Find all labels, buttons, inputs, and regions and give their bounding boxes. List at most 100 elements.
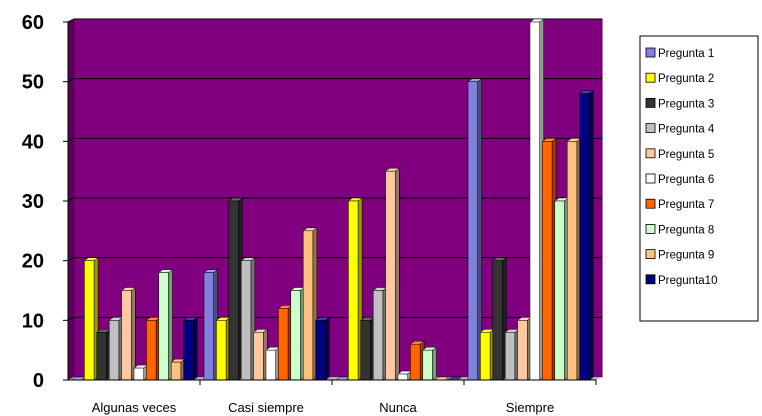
bar-front [529, 21, 540, 381]
bar-front [554, 200, 565, 381]
legend-label: Pregunta 8 [658, 224, 714, 236]
bar-front [96, 332, 107, 381]
bar [265, 346, 281, 381]
y-tick-label: 60 [22, 12, 44, 34]
legend: Pregunta 1 Pregunta 2 Pregunta 3 Pregunta 4… [639, 35, 759, 322]
bar [529, 18, 545, 381]
bar [277, 304, 293, 381]
legend-label: Pregunta 2 [658, 73, 714, 85]
legend-item: Pregunta 3 [645, 98, 714, 110]
bar-front [517, 320, 528, 381]
gridline [67, 257, 602, 262]
bar [578, 90, 595, 381]
legend-item: Pregunta 9 [645, 249, 714, 262]
bar [397, 370, 413, 381]
legend-item: Pregunta 7 [645, 198, 714, 211]
y-tick-label: 40 [22, 131, 44, 153]
bar [158, 269, 174, 381]
bar [516, 316, 533, 381]
bar [252, 328, 269, 381]
axis-layer: 0 10 20 30 40 50 60 Algunas veces Casi siempre Nu… [22, 12, 597, 415]
legend-label: Pregunta 1 [658, 48, 714, 60]
bar [145, 316, 161, 381]
bar-side [131, 287, 136, 381]
bar [108, 316, 124, 381]
gridline [67, 197, 602, 202]
legend-label: Pregunta 9 [658, 250, 714, 262]
legend-label: Pregunta 5 [658, 149, 714, 161]
bar-front [278, 308, 289, 381]
y-tick-label: 0 [33, 370, 44, 392]
gridline [67, 316, 602, 321]
legend-label: Pregunta 6 [658, 174, 714, 186]
legend-item: Pregunta 4 [645, 123, 715, 136]
y-tick-label: 20 [22, 251, 44, 273]
bar-front [121, 290, 132, 381]
bar-front [315, 320, 326, 381]
bar-front [240, 260, 252, 381]
bar [240, 257, 256, 381]
bar-side [432, 346, 437, 381]
legend-label: Pregunta 4 [658, 124, 715, 136]
bar-front [492, 260, 503, 381]
legend-box [639, 35, 759, 322]
x-tick-label: Nunca [379, 400, 417, 415]
legend-swatch [645, 47, 656, 58]
bar-front [290, 290, 301, 381]
bar [215, 316, 231, 381]
y-tick-label: 50 [22, 72, 44, 94]
bar-front [108, 320, 120, 381]
bar [347, 197, 363, 381]
bar-front [203, 272, 214, 381]
bar-front [504, 332, 516, 381]
legend-swatch [645, 148, 656, 159]
bar [504, 328, 520, 381]
bar-front [158, 272, 169, 381]
bar-side [325, 316, 330, 381]
bar [314, 316, 331, 381]
bar-front [302, 230, 314, 381]
legend-item: Pregunta10 [645, 274, 717, 287]
bar [541, 137, 557, 381]
legend-item: Pregunta 2 [645, 72, 714, 85]
bar-front [170, 361, 182, 381]
legend-item: Pregunta 8 [645, 223, 714, 236]
bar-side [193, 316, 198, 381]
bar [302, 227, 318, 381]
x-tick-label: Casi siempre [228, 400, 304, 415]
bar [422, 346, 438, 381]
bar-front [253, 332, 264, 381]
bar [228, 197, 244, 381]
bar [203, 269, 219, 381]
legend-swatch [645, 123, 656, 133]
bar-front [84, 260, 95, 381]
bar-side [395, 167, 400, 381]
bar-front [183, 320, 194, 381]
legend-swatch [645, 72, 656, 83]
legend-swatch [645, 223, 656, 234]
bar [467, 78, 483, 381]
bar [83, 257, 99, 381]
bar [182, 316, 199, 381]
bar [290, 287, 306, 381]
legend-swatch [645, 98, 656, 108]
bar [479, 328, 495, 381]
y-tick-label: 30 [22, 191, 44, 213]
bar [133, 364, 149, 381]
bar-front [542, 141, 553, 381]
legend-swatch [645, 173, 656, 184]
bar-front [480, 332, 491, 381]
legend-item: Pregunta 6 [645, 173, 714, 186]
bar-side [589, 90, 594, 381]
bar-front [265, 349, 276, 381]
bar-front [422, 349, 433, 381]
x-tick-label: Algunas veces [92, 400, 177, 415]
legend-label: Pregunta 3 [658, 98, 714, 110]
bar [384, 167, 401, 381]
bar-front [467, 81, 478, 381]
legend-item: Pregunta 1 [645, 47, 714, 60]
legend-label: Pregunta 7 [658, 199, 714, 211]
bar-front [566, 141, 578, 381]
bar [554, 197, 570, 381]
